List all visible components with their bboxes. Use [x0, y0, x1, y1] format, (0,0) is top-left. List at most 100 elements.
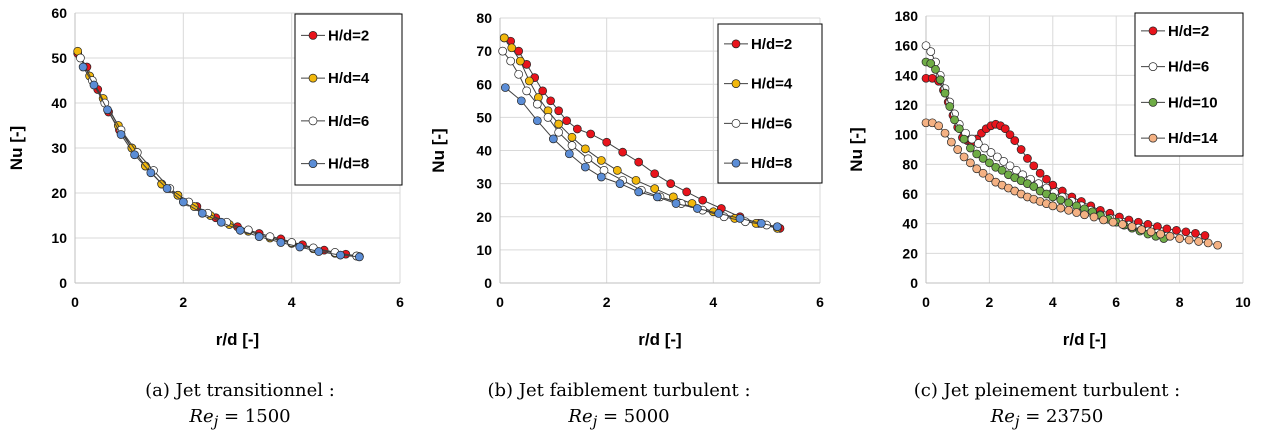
data-point: [498, 46, 508, 56]
data-point: [945, 102, 955, 111]
data-point: [586, 129, 596, 139]
data-point: [1016, 145, 1026, 154]
data-point: [554, 119, 564, 129]
data-point: [78, 62, 88, 72]
data-point: [336, 250, 345, 260]
data-point: [580, 162, 590, 172]
data-point: [966, 158, 975, 168]
data-point: [735, 214, 745, 223]
legend-label: H/d=4: [751, 76, 793, 93]
data-point: [973, 139, 983, 148]
x-tick-label: 0: [71, 294, 79, 310]
y-tick-label: 0: [59, 275, 67, 291]
y-tick-label: 60: [902, 186, 918, 202]
y-tick-label: 60: [51, 5, 67, 21]
data-point: [1064, 198, 1074, 208]
data-point: [985, 173, 994, 183]
data-point: [532, 99, 542, 109]
data-point: [953, 145, 963, 154]
data-point: [921, 41, 931, 51]
data-point: [567, 132, 577, 142]
data-point: [631, 175, 641, 185]
data-point: [1048, 192, 1058, 202]
data-point: [935, 75, 945, 85]
data-point: [554, 106, 564, 116]
data-point: [1072, 208, 1081, 217]
x-tick-label: 2: [986, 294, 994, 310]
data-point: [934, 121, 944, 131]
y-tick-label: 180: [895, 8, 919, 24]
data-point: [516, 96, 526, 106]
data-point: [499, 33, 509, 43]
data-point: [162, 184, 172, 193]
legend-label: H/d=2: [751, 36, 792, 53]
data-point: [1023, 154, 1032, 163]
data-point: [1184, 235, 1194, 245]
legend-label: H/d=8: [751, 155, 792, 172]
data-point: [1203, 238, 1213, 248]
data-point: [966, 143, 975, 153]
y-tick-label: 40: [902, 216, 918, 232]
data-point: [650, 184, 660, 193]
data-point: [1010, 136, 1020, 145]
legend-marker: [731, 119, 741, 128]
legend-label: H/d=14: [1168, 130, 1218, 147]
legend-label: H/d=6: [751, 115, 792, 132]
legend-label: H/d=6: [328, 113, 369, 130]
data-point: [1048, 201, 1058, 211]
data-point: [950, 115, 959, 125]
data-point: [1099, 215, 1108, 225]
legend-label: H/d=2: [1168, 23, 1209, 40]
data-point: [580, 144, 590, 154]
data-point: [926, 59, 936, 68]
x-tick-label: 6: [1112, 294, 1120, 310]
y-tick-label: 20: [51, 185, 67, 201]
data-point: [1194, 237, 1203, 246]
data-point: [602, 137, 612, 147]
data-point: [1108, 217, 1118, 227]
legend-marker: [731, 39, 741, 49]
data-point: [997, 165, 1007, 175]
data-point: [596, 172, 606, 182]
x-axis-label: r/d [-]: [1063, 330, 1106, 349]
data-point: [1200, 231, 1210, 240]
data-point: [947, 137, 956, 147]
x-tick-label: 8: [1176, 294, 1184, 310]
data-point: [583, 154, 593, 164]
data-point: [652, 192, 662, 202]
y-tick-label: 80: [902, 156, 918, 172]
data-point: [178, 197, 188, 207]
y-tick-label: 140: [895, 67, 919, 83]
data-point: [514, 69, 524, 79]
data-point: [146, 168, 156, 178]
x-tick-label: 6: [816, 294, 824, 310]
y-tick-label: 30: [476, 176, 492, 192]
data-point: [116, 130, 126, 139]
data-point: [959, 134, 969, 144]
y-tick-label: 0: [484, 275, 492, 291]
data-point: [130, 150, 139, 160]
data-point: [692, 204, 702, 213]
data-point: [650, 169, 660, 179]
y-tick-label: 70: [476, 43, 492, 59]
caption-a-prefix: (a): [145, 380, 170, 401]
y-tick-label: 0: [910, 275, 918, 291]
data-point: [538, 86, 548, 96]
y-axis-label: Nu [-]: [429, 128, 448, 172]
legend-marker: [308, 31, 318, 40]
x-tick-label: 4: [709, 294, 717, 310]
data-point: [89, 80, 99, 90]
legend-marker: [1148, 133, 1158, 143]
data-point: [1175, 234, 1184, 243]
y-tick-label: 160: [895, 38, 919, 54]
data-point: [515, 56, 525, 66]
caption-c-eq: Rej = 23750: [990, 406, 1104, 431]
legend-label: H/d=4: [328, 70, 370, 87]
y-tick-label: 60: [476, 76, 492, 92]
data-point: [596, 156, 606, 165]
data-point: [615, 179, 625, 188]
data-point: [634, 187, 644, 197]
data-point: [572, 124, 582, 134]
